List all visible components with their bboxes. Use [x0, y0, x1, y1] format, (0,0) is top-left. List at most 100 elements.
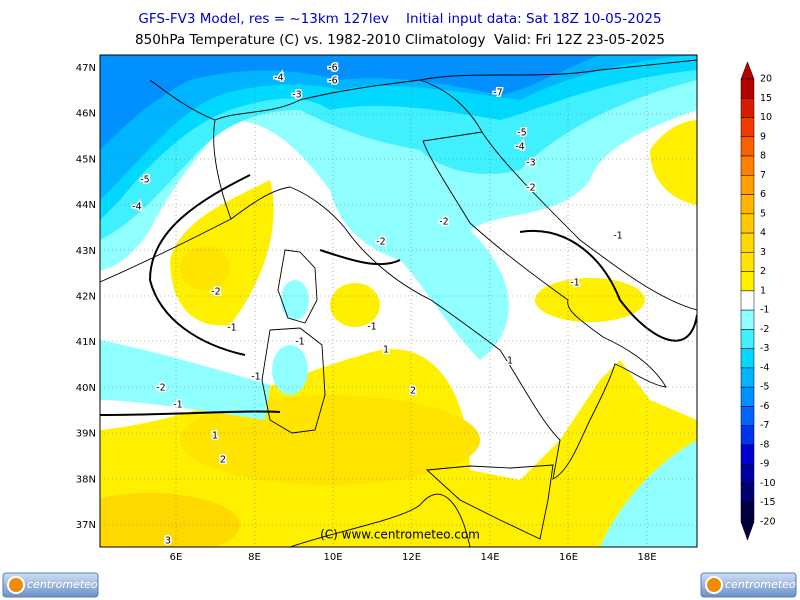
colorbar-label: -9: [760, 459, 769, 470]
colorbar-swatch: [740, 386, 755, 407]
contour-labels: -6 -6 -4 -3 -7 -5 -4 -3 -2 -5 -4 -2 -2 -…: [131, 61, 624, 548]
lon-label: 10E: [323, 552, 342, 563]
contour-label: -4: [515, 142, 524, 153]
contour-label: 1: [212, 431, 218, 442]
colorbar-label: 5: [760, 208, 766, 219]
colorbar-label: -1: [760, 305, 769, 316]
colorbar-swatch: [740, 78, 755, 99]
lat-label: 43N: [76, 246, 96, 257]
colorbar-swatch: [740, 463, 755, 484]
contour-label: 2: [410, 386, 416, 397]
contour-label: 1: [383, 345, 389, 356]
contour-label: 1: [507, 356, 513, 367]
colorbar-swatch: [740, 136, 755, 157]
colorbar-label: 15: [760, 93, 772, 104]
colorbar-swatch: [740, 213, 755, 234]
contour-label: 3: [165, 536, 171, 547]
colorbar-label: 1: [760, 285, 766, 296]
colorbar-swatch: [740, 175, 755, 195]
colorbar-label: 9: [760, 131, 766, 142]
colorbar-arrow-bottom: [740, 521, 755, 541]
colorbar-swatch: [740, 271, 755, 292]
colorbar-swatch: [740, 252, 755, 272]
contour-label: -4: [274, 73, 283, 84]
lat-label: 38N: [76, 474, 96, 485]
colorbar-swatch: [740, 483, 755, 503]
lat-label: 37N: [76, 520, 96, 531]
colorbar-label: -3: [760, 343, 769, 354]
colorbar-label: -15: [760, 497, 776, 508]
contour-label: -1: [570, 278, 579, 289]
contour-label: -1: [251, 372, 260, 383]
lon-label: 12E: [402, 552, 421, 563]
contour-label: -3: [526, 158, 535, 169]
lat-label: 47N: [76, 63, 96, 74]
contour-label: -1: [613, 231, 622, 242]
lat-label: 44N: [76, 200, 96, 211]
lon-label: 14E: [480, 552, 499, 563]
lat-label: 46N: [76, 109, 96, 120]
colorbar-swatch: [740, 155, 755, 176]
colorbar-swatch: [740, 117, 755, 138]
colorbar-swatch: [740, 98, 755, 118]
map: [100, 55, 697, 547]
lat-label: 39N: [76, 429, 96, 440]
lat-label: 45N: [76, 154, 96, 165]
contour-label: -5: [140, 175, 149, 186]
contour-label: -1: [227, 323, 236, 334]
colorbar-swatch: [740, 444, 755, 465]
contour-label: -1: [295, 337, 304, 348]
contour-label: -6: [328, 76, 337, 87]
contour-label: -2: [439, 217, 448, 228]
colorbar-swatch: [740, 290, 755, 311]
map-frame: [99, 54, 698, 548]
title-line1: GFS-FV3 Model, res = ~13km 127lev Initia…: [138, 11, 661, 27]
colorbar-label: 7: [760, 170, 766, 181]
colorbar-label: -4: [760, 362, 769, 373]
colorbar-swatch: [740, 367, 755, 388]
logo-left: centrometeo: [2, 572, 99, 598]
colorbar-label: 20: [760, 74, 772, 85]
contour-label: -2: [156, 383, 165, 394]
colorbar-label: 10: [760, 112, 772, 123]
colorbar-label: 6: [760, 189, 766, 200]
colorbar-label: -7: [760, 420, 769, 431]
lat-label: 41N: [76, 337, 96, 348]
colorbar-swatch: [740, 425, 755, 446]
colorbar-label: -5: [760, 382, 769, 393]
lon-label: 16E: [559, 552, 578, 563]
contour-label: 2: [220, 455, 226, 466]
colorbar-label: -2: [760, 324, 769, 335]
lon-label: 8E: [248, 552, 261, 563]
colorbar-swatch: [740, 194, 755, 215]
logo-text: centrometeo: [725, 578, 796, 591]
logo-right: centrometeo: [700, 572, 797, 598]
colorbar-label: -6: [760, 401, 769, 412]
colorbar-swatch: [740, 502, 755, 523]
contour-label: -2: [526, 183, 535, 194]
lat-label: 40N: [76, 383, 96, 394]
contour-label: -1: [173, 400, 182, 411]
contour-label: -1: [367, 322, 376, 333]
colorbar: 20 15 10 9 8 7 6 5 4 3 2 1 -1 -2 -3 -4 -5 -6 -7 -8 -9 -10 -15 -…: [740, 61, 776, 541]
contour-label: -5: [517, 128, 526, 139]
colorbar-swatch: [740, 232, 755, 253]
lon-label: 18E: [637, 552, 656, 563]
lon-label: 6E: [170, 552, 183, 563]
contour-label: -7: [493, 88, 502, 99]
colorbar-label: 2: [760, 266, 766, 277]
colorbar-swatch: [740, 329, 755, 349]
colorbar-swatch: [740, 309, 755, 330]
contour-label: -6: [328, 63, 337, 74]
colorbar-swatch: [740, 348, 755, 369]
colorbar-label: 3: [760, 247, 766, 258]
colorbar-label: 4: [760, 228, 766, 239]
colorbar-label: 8: [760, 151, 766, 162]
lat-label: 42N: [76, 292, 96, 303]
contour-label: -2: [376, 237, 385, 248]
colorbar-swatch: [740, 406, 755, 426]
colorbar-arrow-top: [740, 61, 755, 80]
colorbar-label: -8: [760, 439, 769, 450]
copyright: (C) www.centrometeo.com: [320, 528, 480, 542]
